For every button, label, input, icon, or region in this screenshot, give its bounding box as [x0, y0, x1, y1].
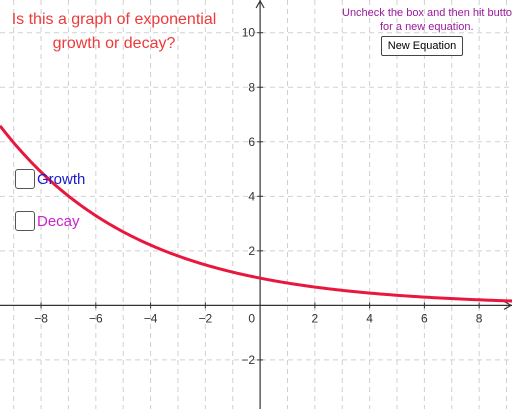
y-tick-label: −2	[241, 353, 255, 367]
growth-option[interactable]: Growth	[15, 168, 85, 190]
question-line-1: Is this a graph of exponential	[11, 11, 217, 28]
y-tick-label: 8	[248, 80, 255, 94]
y-tick-label: 6	[248, 135, 255, 149]
decay-label[interactable]: Decay	[37, 212, 80, 230]
instruction-line-2: for a new equation.	[380, 21, 474, 33]
instruction-text: Uncheck the box and then hit button for …	[342, 6, 512, 34]
x-tick-label: 4	[366, 311, 373, 325]
y-tick-label: 2	[248, 244, 255, 258]
x-tick-label: −2	[199, 311, 213, 325]
exponential-curve	[0, 124, 512, 303]
x-tick-label: −4	[144, 311, 158, 325]
y-tick-label: 10	[242, 26, 256, 40]
x-tick-label: −6	[89, 311, 103, 325]
decay-option[interactable]: Decay	[15, 210, 80, 232]
y-axis-arrow	[255, 0, 265, 9]
x-tick-label: 2	[312, 311, 319, 325]
origin-label: 0	[248, 311, 255, 325]
growth-label[interactable]: Growth	[37, 170, 86, 188]
growth-checkbox[interactable]	[15, 169, 35, 189]
x-tick-label: 6	[421, 311, 428, 325]
instruction-line-1: Uncheck the box and then hit button	[342, 7, 512, 19]
x-axis-arrow	[503, 300, 512, 310]
decay-checkbox[interactable]	[15, 211, 35, 231]
x-tick-label: −8	[34, 311, 48, 325]
x-tick-label: 8	[476, 311, 483, 325]
question-text: Is this a graph of exponential growth or…	[0, 8, 228, 56]
y-tick-label: 4	[248, 189, 255, 203]
new-equation-button[interactable]: New Equation	[381, 36, 463, 56]
question-line-2: growth or decay?	[52, 35, 176, 52]
tick-labels: −8 −6 −4 −2 2 4 6 8 −2 2 4 6 8 10 0	[34, 26, 483, 367]
